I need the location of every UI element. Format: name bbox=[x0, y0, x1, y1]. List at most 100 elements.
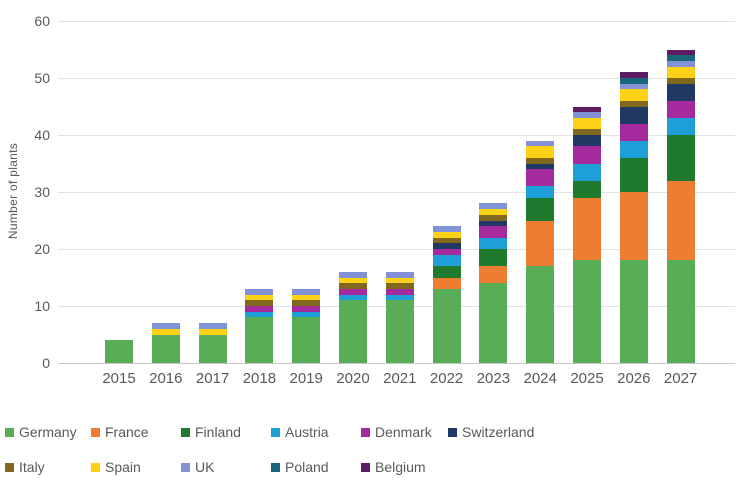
bar-column-2018 bbox=[245, 288, 274, 363]
bar-segment-austria-2024 bbox=[526, 186, 555, 198]
bar-column-2016 bbox=[151, 323, 180, 363]
gridline-y-40 bbox=[58, 135, 735, 136]
bar-column-2019 bbox=[292, 288, 321, 363]
bar-segment-germany-2023 bbox=[479, 283, 508, 363]
legend-label: Italy bbox=[19, 459, 45, 475]
bar-segment-france-2024 bbox=[526, 220, 555, 267]
y-tick-label: 60 bbox=[34, 13, 50, 29]
legend-row-1: Germany France Finland Austria Denmark Switze… bbox=[5, 424, 534, 440]
legend-label: Austria bbox=[285, 424, 329, 440]
legend-label: Poland bbox=[285, 459, 329, 475]
bar-segment-switzerland-2027 bbox=[666, 83, 695, 101]
legend-label: France bbox=[105, 424, 149, 440]
bar-segment-denmark-2023 bbox=[479, 226, 508, 238]
bar-segment-france-2022 bbox=[432, 277, 461, 289]
bar-segment-denmark-2024 bbox=[526, 169, 555, 187]
bar-column-2021 bbox=[385, 271, 414, 363]
bar-segment-germany-2027 bbox=[666, 260, 695, 363]
bar-segment-germany-2026 bbox=[619, 260, 648, 363]
bar-segment-spain-2022 bbox=[432, 231, 461, 238]
x-tick-label-2021: 2021 bbox=[383, 370, 417, 387]
x-tick-label-2027: 2027 bbox=[663, 370, 698, 387]
legend-swatch-spain bbox=[91, 462, 100, 472]
legend-swatch-finland bbox=[181, 427, 190, 437]
bar-column-2017 bbox=[198, 323, 227, 363]
x-tick-label-2019: 2019 bbox=[289, 370, 323, 387]
legend-swatch-france bbox=[91, 427, 100, 437]
bar-segment-austria-2023 bbox=[479, 237, 508, 250]
bar-segment-denmark-2021 bbox=[385, 288, 414, 295]
bar-segment-germany-2018 bbox=[245, 317, 274, 363]
bar-segment-italy-2025 bbox=[573, 129, 601, 136]
bar-segment-switzerland-2023 bbox=[479, 220, 508, 227]
bar-segment-germany-2020 bbox=[339, 300, 367, 363]
bar-segment-italy-2020 bbox=[339, 283, 367, 289]
bar-segment-denmark-2027 bbox=[666, 100, 695, 118]
bar-column-2025 bbox=[573, 106, 601, 363]
bar-segment-denmark-2018 bbox=[245, 306, 274, 312]
bar-column-2015 bbox=[105, 340, 133, 363]
bar-segment-switzerland-2026 bbox=[619, 106, 648, 124]
legend-swatch-switzerland bbox=[448, 427, 457, 437]
x-tick-label-2017: 2017 bbox=[195, 370, 230, 387]
bar-segment-finland-2022 bbox=[432, 266, 461, 278]
bar-segment-switzerland-2025 bbox=[573, 135, 601, 147]
bar-segment-spain-2024 bbox=[526, 146, 555, 158]
bar-segment-uk-2025 bbox=[573, 112, 601, 118]
bar-segment-belgium-2025 bbox=[573, 106, 601, 113]
bar-segment-france-2026 bbox=[619, 192, 648, 261]
gridline-y-30 bbox=[58, 192, 735, 193]
bar-column-2022 bbox=[432, 226, 461, 363]
bar-segment-belgium-2026 bbox=[619, 72, 648, 79]
bar-segment-switzerland-2022 bbox=[432, 243, 461, 250]
bar-segment-italy-2027 bbox=[666, 78, 695, 84]
bar-segment-spain-2027 bbox=[666, 66, 695, 79]
bar-segment-uk-2026 bbox=[619, 83, 648, 90]
bar-segment-germany-2019 bbox=[292, 317, 321, 363]
bar-segment-uk-2016 bbox=[151, 323, 180, 329]
legend-swatch-italy bbox=[5, 462, 14, 472]
bar-segment-uk-2027 bbox=[666, 60, 695, 67]
legend-swatch-poland bbox=[271, 462, 280, 472]
legend-item-uk: UK bbox=[181, 459, 271, 475]
legend-item-belgium: Belgium bbox=[361, 459, 448, 475]
legend-swatch-belgium bbox=[361, 462, 370, 472]
y-tick-label: 10 bbox=[34, 298, 50, 314]
bar-segment-finland-2025 bbox=[573, 180, 601, 198]
x-tick-label-2018: 2018 bbox=[242, 370, 277, 387]
gridline-y-50 bbox=[58, 78, 735, 79]
legend-swatch-uk bbox=[181, 462, 190, 472]
bar-segment-denmark-2025 bbox=[573, 146, 601, 164]
bar-segment-italy-2023 bbox=[479, 214, 508, 221]
bar-segment-italy-2024 bbox=[526, 157, 555, 164]
bar-segment-austria-2018 bbox=[245, 311, 274, 318]
bar-segment-germany-2024 bbox=[526, 266, 555, 363]
bar-segment-spain-2019 bbox=[292, 294, 321, 301]
x-tick-label-2023: 2023 bbox=[476, 370, 511, 387]
gridline-y-0 bbox=[58, 363, 735, 364]
legend-label: Germany bbox=[19, 424, 77, 440]
bar-segment-france-2023 bbox=[479, 266, 508, 284]
legend-item-switzerland: Switzerland bbox=[448, 424, 534, 440]
legend-swatch-austria bbox=[271, 427, 280, 437]
bar-segment-france-2027 bbox=[666, 180, 695, 261]
legend-item-france: France bbox=[91, 424, 181, 440]
legend-item-poland: Poland bbox=[271, 459, 361, 475]
bar-segment-denmark-2020 bbox=[339, 288, 367, 295]
bar-segment-germany-2022 bbox=[432, 288, 461, 363]
bar-segment-austria-2025 bbox=[573, 163, 601, 181]
bar-segment-austria-2021 bbox=[385, 294, 414, 301]
gridline-y-60 bbox=[58, 21, 735, 22]
gridline-y-20 bbox=[58, 249, 735, 250]
bar-column-2020 bbox=[339, 271, 367, 363]
bar-segment-spain-2018 bbox=[245, 294, 274, 301]
bar-segment-spain-2017 bbox=[198, 328, 227, 335]
bar-segment-germany-2017 bbox=[198, 334, 227, 363]
bar-segment-finland-2026 bbox=[619, 157, 648, 193]
legend-label: Spain bbox=[105, 459, 141, 475]
bar-segment-italy-2022 bbox=[432, 237, 461, 244]
bar-segment-germany-2021 bbox=[385, 300, 414, 363]
y-tick-label: 50 bbox=[34, 70, 50, 86]
x-tick-label-2024: 2024 bbox=[523, 370, 557, 387]
bar-segment-germany-2016 bbox=[151, 334, 180, 363]
